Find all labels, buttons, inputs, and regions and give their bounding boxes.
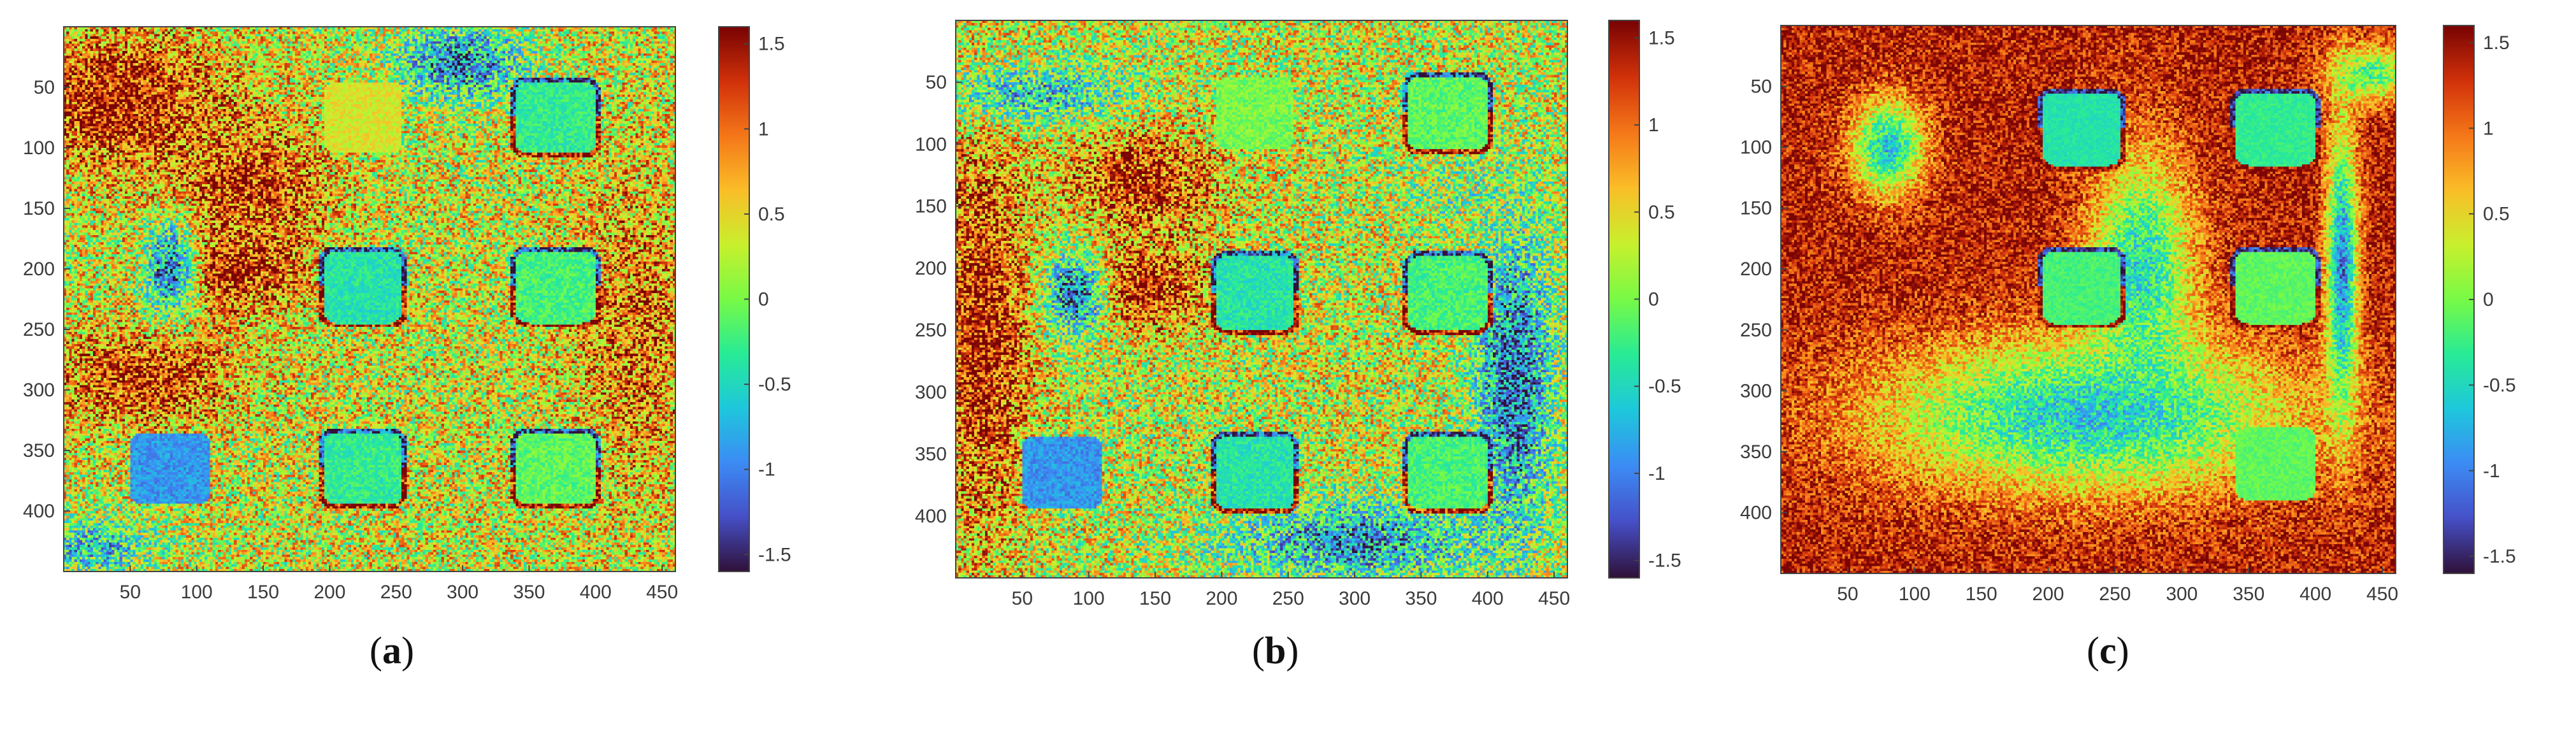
x-tick-label: 400 — [580, 582, 612, 603]
y-tick-label: 250 — [23, 319, 55, 340]
y-tick-label: 50 — [1751, 76, 1772, 97]
y-tick-label: 300 — [23, 380, 55, 401]
heatmap-image — [956, 20, 1567, 578]
y-tick-label: 400 — [1740, 502, 1772, 523]
x-tick-label: 450 — [2366, 584, 2398, 605]
colorbar-tick-label: 1.5 — [2483, 32, 2510, 54]
y-tick-label: 300 — [1740, 380, 1772, 401]
plot-frame — [63, 26, 676, 572]
colorbar-tick-label: -1.5 — [1648, 550, 1681, 572]
heatmap-image — [64, 27, 675, 572]
panel-caption: (a) — [370, 630, 414, 672]
y-tick-label: 250 — [915, 320, 947, 341]
x-tick-label: 150 — [247, 582, 279, 603]
x-tick-label: 350 — [1405, 588, 1437, 609]
x-tick-label: 400 — [2299, 584, 2331, 605]
colorbar-tick-label: 0.5 — [2483, 204, 2510, 225]
plot-frame — [955, 20, 1568, 579]
colorbar-tick-label: 1 — [758, 119, 769, 140]
x-tick-label: 50 — [120, 582, 141, 603]
colorbar-tick-label: 1.5 — [1648, 27, 1675, 48]
colorbar-tick-label: -1.5 — [2483, 546, 2516, 567]
axes: 50 100 150 200 250 300 350 400 450 50 100 150 200 250… — [915, 20, 1681, 609]
y-tick-label: 150 — [23, 198, 55, 219]
colorbar-tick-label: -1 — [2483, 461, 2500, 482]
heatmap-image — [1781, 25, 2396, 573]
colorbar-tick-label: 1 — [2483, 118, 2494, 139]
x-tick-label: 300 — [447, 582, 479, 603]
colorbar-tick-label: -0.5 — [1648, 376, 1681, 397]
colorbar-tick-label: 1 — [1648, 115, 1659, 136]
colorbar-tick-label: 0 — [1648, 289, 1659, 310]
y-tick-label: 400 — [23, 501, 55, 522]
x-tick-label: 250 — [1272, 588, 1304, 609]
y-tick-label: 150 — [1740, 198, 1772, 219]
panel-b: 50 100 150 200 250 300 350 400 450 50 100 150 200 250… — [860, 0, 1714, 734]
x-tick-label: 400 — [1472, 588, 1504, 609]
colorbar-tick-label: 1.5 — [758, 34, 785, 55]
y-tick-label: 150 — [915, 196, 947, 217]
y-tick-label: 50 — [926, 72, 947, 93]
x-tick-label: 50 — [1837, 584, 1858, 605]
colorbar-tick-label: 0.5 — [1648, 202, 1675, 223]
x-tick-label: 450 — [1538, 588, 1570, 609]
y-tick-label: 100 — [1740, 137, 1772, 158]
y-tick-label: 250 — [1740, 320, 1772, 341]
y-tick-label: 50 — [34, 77, 55, 98]
x-tick-label: 350 — [2233, 584, 2264, 605]
y-tick-label: 200 — [23, 259, 55, 280]
y-tick-label: 100 — [915, 134, 947, 155]
y-tick-label: 350 — [23, 440, 55, 461]
x-tick-label: 300 — [2166, 584, 2198, 605]
colorbar-tick-label: -0.5 — [758, 374, 791, 395]
x-tick-label: 450 — [646, 582, 678, 603]
colorbar-tick-label: -1 — [1648, 463, 1666, 484]
x-tick-label: 100 — [181, 582, 213, 603]
colorbar-tick-label: -1.5 — [758, 544, 791, 565]
colorbar-tick-label: -0.5 — [2483, 375, 2516, 396]
y-tick-label: 350 — [1740, 442, 1772, 463]
x-tick-label: 150 — [1966, 584, 1997, 605]
colorbar-tick-label: 0 — [2483, 289, 2494, 310]
x-tick-label: 200 — [2033, 584, 2064, 605]
x-tick-label: 100 — [1073, 588, 1105, 609]
plot-frame — [1780, 25, 2396, 574]
x-tick-label: 200 — [313, 582, 345, 603]
colorbar-tick-label: 0.5 — [758, 204, 785, 225]
x-tick-label: 150 — [1139, 588, 1171, 609]
y-tick-label: 200 — [1740, 259, 1772, 280]
x-tick-label: 300 — [1339, 588, 1371, 609]
y-tick-label: 100 — [23, 138, 55, 159]
panel-c: 50 100 150 200 250 300 350 400 450 50 100 150 200 250… — [1717, 0, 2571, 734]
axes: 50 100 150 200 250 300 350 400 450 50 100 150 200 250… — [1740, 25, 2516, 605]
panel-caption: (b) — [1252, 630, 1299, 672]
x-tick-label: 50 — [1012, 588, 1033, 609]
panel-caption: (c) — [2087, 630, 2129, 672]
axes: 50 100 150 200 250 300 350 400 450 50 100 150 200 250… — [23, 26, 791, 603]
y-tick-label: 400 — [915, 506, 947, 527]
x-tick-label: 350 — [513, 582, 545, 603]
y-tick-label: 200 — [915, 258, 947, 279]
x-tick-label: 200 — [1205, 588, 1237, 609]
y-tick-label: 350 — [915, 444, 947, 465]
x-tick-label: 250 — [380, 582, 412, 603]
panel-a: 50 100 150 200 250 300 350 400 450 50 100 150 200 250… — [0, 0, 854, 734]
x-tick-label: 250 — [2099, 584, 2131, 605]
x-tick-label: 100 — [1899, 584, 1931, 605]
colorbar-tick-label: 0 — [758, 289, 769, 310]
y-tick-label: 300 — [915, 382, 947, 403]
colorbar-tick-label: -1 — [758, 459, 775, 480]
